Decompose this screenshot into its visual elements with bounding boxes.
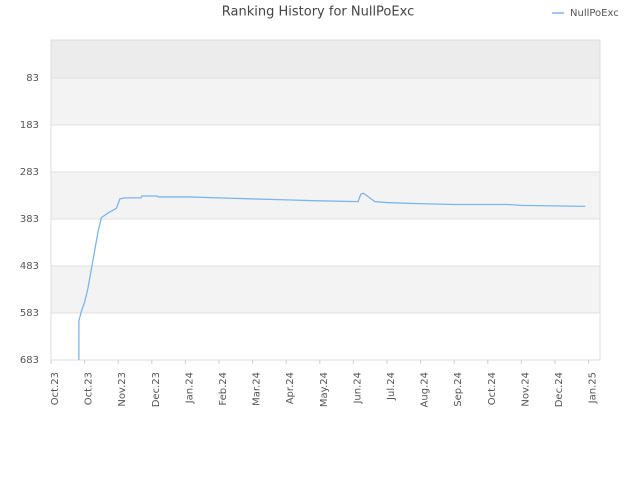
x-tick-label: Mar.24: [252, 372, 263, 406]
x-tick-label: May.24: [319, 372, 330, 407]
y-tick-label: 283: [20, 167, 39, 178]
plot-band: [51, 313, 600, 360]
x-tick-label: Feb.24: [218, 372, 229, 406]
x-tick-label: Apr.24: [285, 372, 296, 404]
x-tick-label: Jan.25: [588, 372, 599, 404]
x-tick-label: Nov.23: [117, 372, 128, 407]
chart-title: Ranking History for NullPoExc: [222, 5, 414, 20]
x-tick-label: Aug.24: [420, 372, 431, 407]
x-tick-label: Jul.24: [386, 372, 397, 401]
legend-label: NullPoExc: [570, 8, 619, 19]
plot-band: [51, 78, 600, 126]
plot-band: [51, 40, 600, 79]
x-tick-label: Jun.24: [352, 372, 363, 405]
y-tick-label: 183: [20, 120, 39, 131]
x-tick-label: Oct.24: [487, 372, 498, 405]
plot-band: [51, 266, 600, 314]
x-tick-label: Oct.23: [50, 372, 61, 405]
plot-border: [50, 39, 601, 361]
x-tick-label: Jan.24: [184, 372, 195, 404]
plot-band: [51, 172, 600, 220]
x-tick-label: Dec.24: [554, 372, 565, 407]
plot-band: [51, 219, 600, 267]
x-tick-label: Oct.23: [84, 372, 95, 405]
x-tick-label: Sep.24: [453, 372, 464, 407]
y-tick-label: 483: [20, 261, 39, 272]
plot-band: [51, 125, 600, 173]
y-tick-label: 83: [26, 73, 39, 84]
x-tick-label: Nov.24: [520, 372, 531, 407]
series-line: [78, 192, 586, 360]
y-tick-label: 383: [20, 214, 39, 225]
y-tick-label: 683: [20, 355, 39, 366]
y-tick-label: 583: [20, 308, 39, 319]
x-tick-label: Dec.23: [151, 372, 162, 407]
